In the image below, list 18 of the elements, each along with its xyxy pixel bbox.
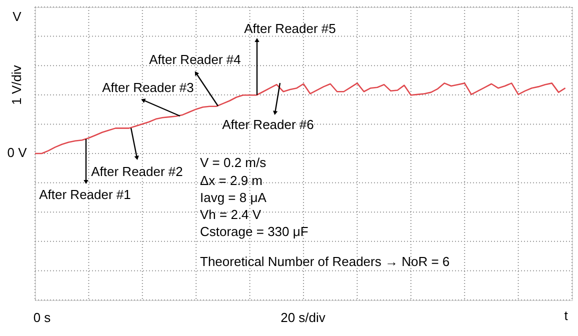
text: 20 s/div	[280, 310, 326, 325]
annotation: After Reader #6	[222, 117, 314, 132]
text: After Reader #1	[39, 187, 131, 202]
text: After Reader #2	[91, 164, 183, 179]
text: Cstorage = 330 μF	[200, 224, 308, 239]
text: Iavg = 8 μA	[200, 190, 267, 205]
text: 1 V/div	[9, 64, 24, 105]
text: Vh = 2.4 V	[200, 207, 262, 222]
text: 0 V	[7, 145, 28, 160]
annotation: After Reader #3	[102, 80, 194, 95]
text: V	[12, 9, 22, 24]
text: After Reader #4	[149, 52, 241, 67]
text: V = 0.2 m/s	[200, 155, 267, 170]
text: t	[564, 308, 568, 323]
text: Theoretical Number of Readers → NoR = 6	[200, 254, 450, 269]
text: After Reader #5	[244, 21, 336, 36]
text: 0 s	[33, 310, 52, 325]
text: Δx = 2.9 m	[200, 173, 263, 188]
